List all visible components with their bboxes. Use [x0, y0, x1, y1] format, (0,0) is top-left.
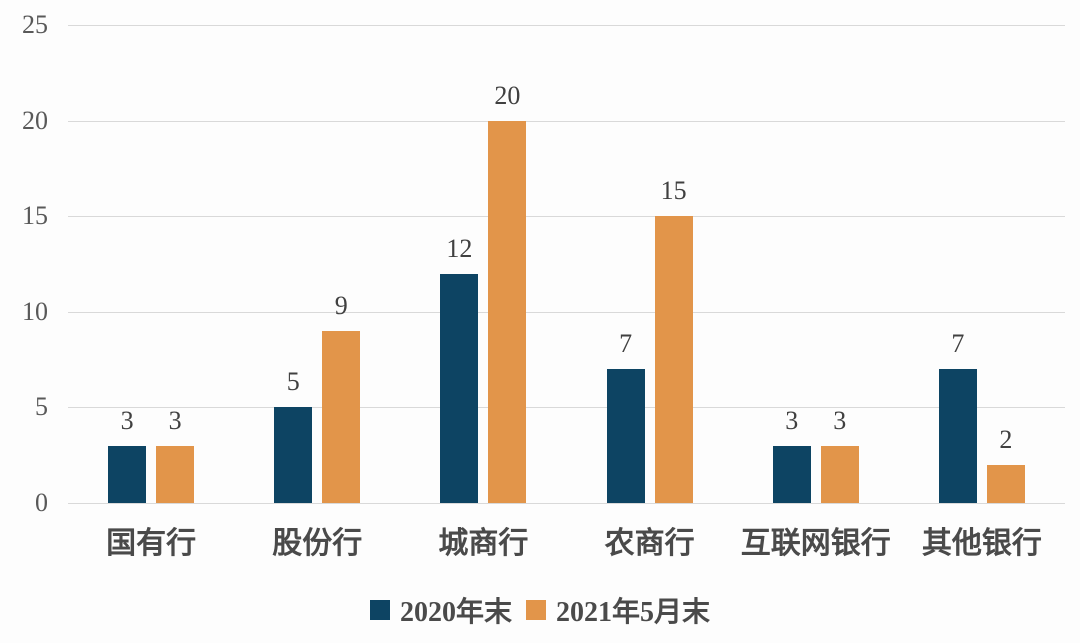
y-tick-label: 20	[22, 106, 48, 135]
bar	[440, 273, 479, 503]
legend-label: 2020年末	[399, 597, 512, 628]
y-tick-label: 5	[35, 392, 48, 421]
legend-swatch-icon	[369, 600, 390, 620]
gridline	[68, 407, 1065, 408]
data-label: 20	[494, 80, 521, 110]
data-label: 9	[334, 290, 348, 320]
bar	[772, 445, 811, 503]
y-tick-label: 25	[22, 10, 48, 39]
bar	[938, 369, 977, 503]
data-label: 7	[619, 329, 633, 359]
x-tick-label: 股份行	[272, 527, 363, 560]
bar	[820, 445, 859, 503]
x-tick-label: 农商行	[604, 527, 695, 560]
y-tick-label: 10	[22, 297, 48, 326]
data-label: 7	[951, 329, 965, 359]
data-label: 12	[446, 233, 473, 263]
gridline	[68, 121, 1065, 122]
y-tick-label: 15	[22, 201, 48, 230]
bar	[488, 120, 527, 503]
legend-item: 2020年末	[369, 590, 512, 630]
data-label: 5	[286, 367, 300, 397]
legend-swatch-icon	[526, 600, 546, 620]
bar	[986, 464, 1025, 503]
data-label: 2	[999, 424, 1013, 454]
gridline	[68, 312, 1065, 313]
bar	[156, 445, 195, 503]
bar	[274, 407, 313, 503]
y-tick-label: 0	[35, 488, 48, 517]
gridline	[68, 216, 1065, 217]
bar	[108, 445, 147, 503]
data-label: 3	[833, 405, 847, 435]
x-tick-label: 国有行	[106, 527, 197, 560]
gridline	[68, 25, 1065, 26]
bar	[322, 330, 361, 503]
x-tick-label: 城商行	[438, 527, 529, 560]
data-label: 3	[168, 405, 182, 435]
gridline	[68, 503, 1065, 504]
x-tick-label: 互联网银行	[740, 527, 891, 560]
bar	[654, 216, 693, 503]
data-label: 3	[785, 405, 799, 435]
legend: 2020年末 2021年5月末	[0, 590, 1080, 630]
data-label: 15	[660, 176, 687, 206]
data-label: 3	[120, 405, 134, 435]
legend-item: 2021年5月末	[526, 590, 710, 630]
x-tick-label: 其他银行	[921, 527, 1042, 560]
legend-label: 2021年5月末	[556, 597, 711, 628]
bar	[606, 369, 645, 503]
